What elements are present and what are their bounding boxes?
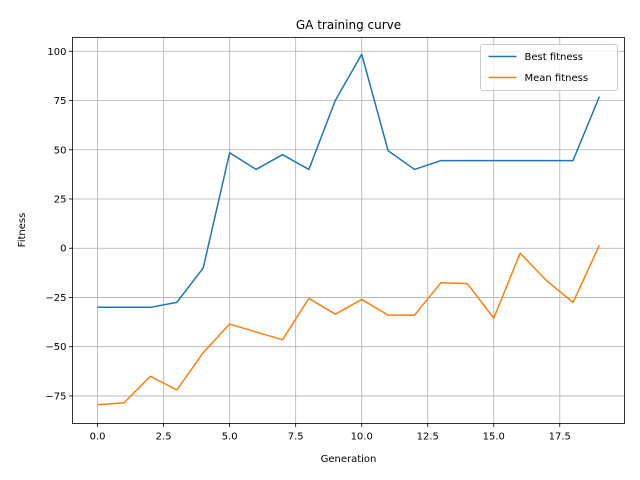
legend-label: Best fitness bbox=[525, 52, 583, 63]
y-tick-label: 50 bbox=[54, 145, 67, 156]
x-axis-title: Generation bbox=[321, 454, 377, 465]
y-tick-label: −50 bbox=[45, 342, 66, 353]
series-line-0 bbox=[97, 53, 601, 309]
x-tick-label: 12.5 bbox=[417, 432, 439, 443]
x-axis: 0.0 2.5 5.0 7.5 10.0 12.5 15.0 17.5 bbox=[90, 423, 571, 443]
x-tick-label: 10.0 bbox=[351, 432, 373, 443]
y-tick-label: 100 bbox=[47, 47, 66, 58]
x-tick-label: 15.0 bbox=[483, 432, 505, 443]
legend-label: Mean fitness bbox=[525, 73, 589, 84]
plot-frame bbox=[72, 37, 625, 424]
x-tick-label: 0.0 bbox=[90, 432, 106, 443]
x-tick-label: 7.5 bbox=[288, 432, 304, 443]
y-tick-label: −75 bbox=[45, 391, 66, 402]
y-axis-title: Fitness bbox=[17, 213, 28, 248]
legend: Best fitness Mean fitness bbox=[480, 44, 618, 91]
y-tick-label: −25 bbox=[45, 293, 66, 304]
y-tick-label: 75 bbox=[54, 96, 67, 107]
grid bbox=[72, 37, 625, 424]
series-line-1 bbox=[97, 244, 601, 406]
x-tick-label: 5.0 bbox=[222, 432, 238, 443]
chart-title: GA training curve bbox=[296, 18, 401, 32]
series-lines bbox=[97, 53, 601, 406]
y-tick-label: 25 bbox=[54, 194, 67, 205]
x-tick-label: 17.5 bbox=[549, 432, 571, 443]
y-axis: −75 −50 −25 0 25 50 75 100 bbox=[45, 47, 73, 402]
y-tick-label: 0 bbox=[60, 244, 66, 255]
x-tick-label: 2.5 bbox=[156, 432, 172, 443]
